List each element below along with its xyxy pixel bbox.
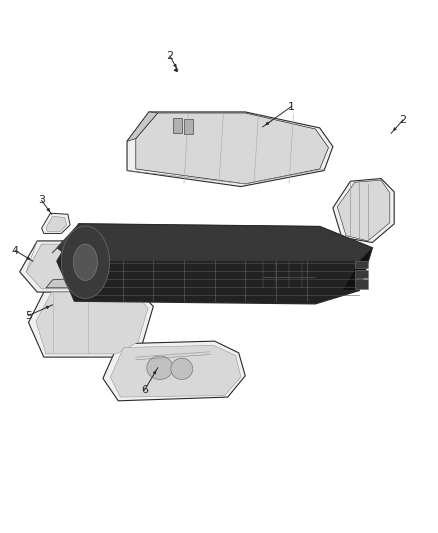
Text: 3: 3 — [38, 196, 45, 205]
Polygon shape — [46, 278, 136, 288]
Bar — [355, 279, 368, 289]
Polygon shape — [46, 216, 67, 231]
Polygon shape — [57, 224, 372, 304]
Text: 4: 4 — [12, 246, 19, 255]
Bar — [173, 118, 182, 133]
Polygon shape — [42, 213, 70, 233]
Polygon shape — [127, 112, 333, 187]
Polygon shape — [26, 244, 92, 289]
Polygon shape — [171, 358, 193, 379]
Polygon shape — [57, 224, 372, 261]
Text: 1: 1 — [288, 102, 295, 111]
Bar — [184, 119, 193, 134]
Polygon shape — [61, 226, 110, 298]
Polygon shape — [28, 288, 153, 357]
Text: 2: 2 — [166, 51, 173, 61]
Polygon shape — [110, 345, 241, 397]
Polygon shape — [20, 241, 96, 292]
Polygon shape — [333, 179, 394, 243]
Polygon shape — [127, 112, 158, 141]
Polygon shape — [337, 180, 390, 241]
Text: 5: 5 — [25, 311, 32, 320]
Polygon shape — [103, 341, 245, 401]
Polygon shape — [36, 292, 148, 354]
Polygon shape — [74, 244, 97, 280]
Polygon shape — [136, 113, 328, 184]
Text: 2: 2 — [399, 115, 406, 125]
Bar — [355, 270, 368, 278]
Polygon shape — [147, 356, 173, 379]
Text: 6: 6 — [141, 385, 148, 395]
Polygon shape — [342, 248, 372, 290]
Bar — [355, 261, 368, 268]
